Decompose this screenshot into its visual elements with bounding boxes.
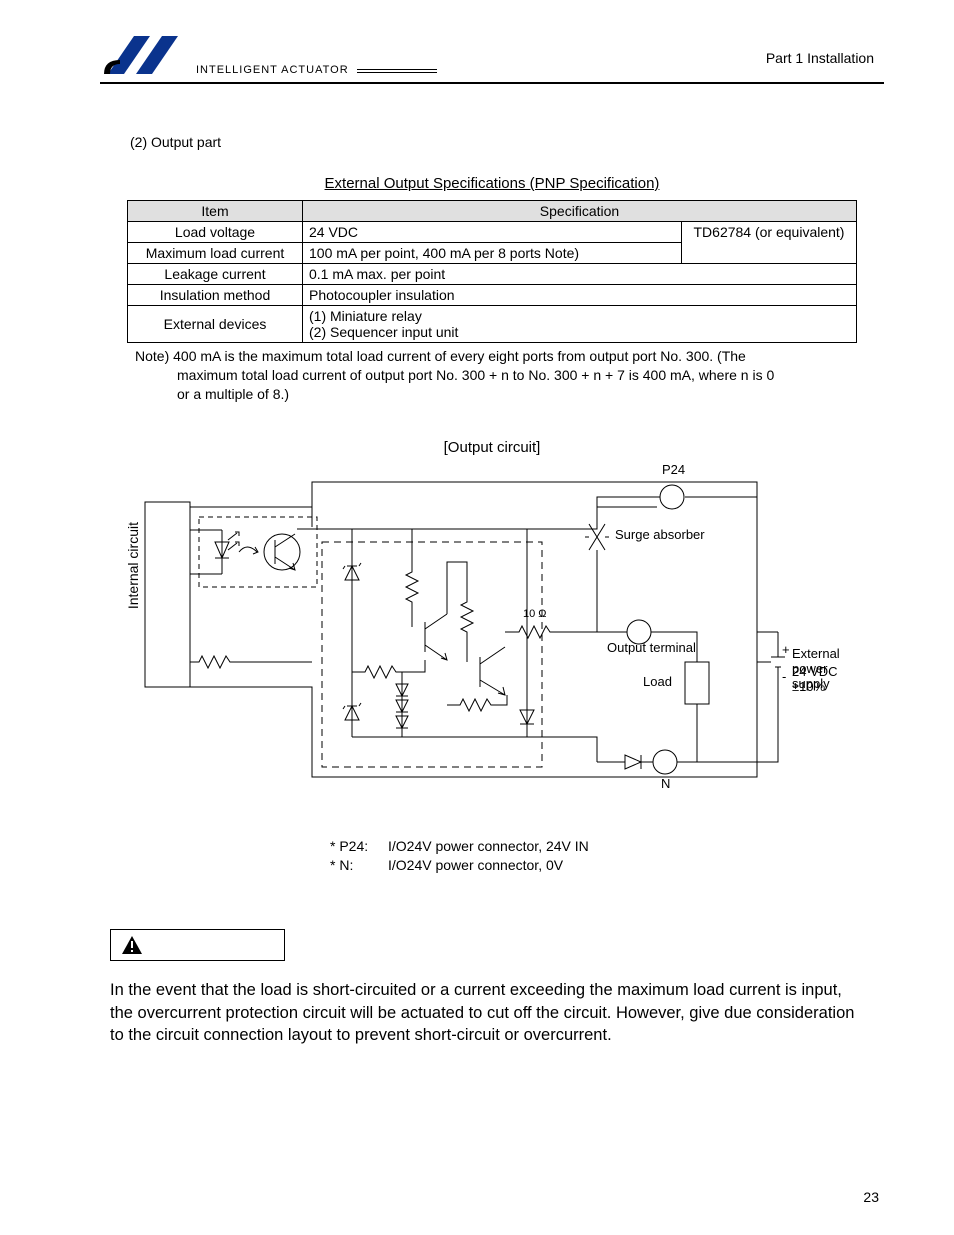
brand-text: INTELLIGENT ACTUATOR [196, 64, 437, 80]
cell-spec-line: (2) Sequencer input unit [309, 324, 850, 340]
plus-label: + [782, 642, 790, 657]
brand-logo-icon [100, 30, 190, 80]
warning-icon [121, 935, 143, 955]
output-terminal-label: Output terminal [607, 640, 696, 655]
footnote-key: * P24: [330, 837, 388, 856]
section-number: (2) Output part [130, 134, 884, 150]
output-circuit-diagram: Internal circuit [127, 462, 857, 802]
cell-item: Maximum load current [128, 243, 303, 264]
cell-spec: Photocoupler insulation [303, 285, 857, 306]
cell-item: Insulation method [128, 285, 303, 306]
cell-item: Leakage current [128, 264, 303, 285]
footnote-row: * P24: I/O24V power connector, 24V IN [330, 837, 884, 856]
note-line: or a multiple of 8.) [177, 385, 849, 404]
brand-label: INTELLIGENT ACTUATOR [196, 64, 349, 76]
note-line: maximum total load current of output por… [177, 366, 849, 385]
surge-label: Surge absorber [615, 527, 705, 542]
footnote-value: I/O24V power connector, 0V [388, 856, 563, 875]
table-row: External devices (1) Miniature relay (2)… [128, 306, 857, 343]
table-title: External Output Specifications (PNP Spec… [100, 175, 884, 192]
page-number: 23 [863, 1189, 879, 1205]
th-item: Item [128, 201, 303, 222]
circuit-footnotes: * P24: I/O24V power connector, 24V IN * … [330, 837, 884, 875]
th-spec: Specification [303, 201, 857, 222]
page-header: INTELLIGENT ACTUATOR Part 1 Installation [100, 30, 884, 84]
cell-spec: 24 VDC [303, 222, 682, 243]
footnote-row: * N: I/O24V power connector, 0V [330, 856, 884, 875]
caution-box [110, 929, 285, 961]
cell-spec: 100 mA per point, 400 mA per 8 ports Not… [303, 243, 682, 264]
table-row: Load voltage 24 VDC TD62784 (or equivale… [128, 222, 857, 243]
cell-chip: TD62784 (or equivalent) [682, 222, 857, 264]
minus-label: - [782, 669, 786, 684]
cell-spec-line: (1) Miniature relay [309, 308, 850, 324]
table-row: Leakage current 0.1 mA max. per point [128, 264, 857, 285]
footnote-key: * N: [330, 856, 388, 875]
load-label: Load [643, 674, 672, 689]
cell-item: External devices [128, 306, 303, 343]
circuit-svg [127, 462, 857, 802]
spec-table: Item Specification Load voltage 24 VDC T… [127, 200, 857, 343]
note-line: Note) 400 mA is the maximum total load c… [135, 347, 849, 366]
logo-block: INTELLIGENT ACTUATOR [100, 30, 437, 80]
circuit-title: [Output circuit] [100, 439, 884, 456]
cell-spec: (1) Miniature relay (2) Sequencer input … [303, 306, 857, 343]
internal-circuit-label: Internal circuit [125, 522, 141, 609]
cell-item: Load voltage [128, 222, 303, 243]
brand-line-icon [357, 69, 437, 72]
footnote-value: I/O24V power connector, 24V IN [388, 837, 589, 856]
table-header-row: Item Specification [128, 201, 857, 222]
n-label: N [661, 776, 670, 791]
resistor-label: 10 Ω [523, 608, 547, 620]
table-row: Insulation method Photocoupler insulatio… [128, 285, 857, 306]
caution-text: In the event that the load is short-circ… [110, 979, 869, 1046]
header-part-label: Part 1 Installation [766, 50, 874, 66]
table-note: Note) 400 mA is the maximum total load c… [135, 347, 849, 404]
cell-spec: 0.1 mA max. per point [303, 264, 857, 285]
ext-supply-label-2: 24 VDC ±10% [792, 664, 857, 694]
p24-label: P24 [662, 462, 685, 477]
